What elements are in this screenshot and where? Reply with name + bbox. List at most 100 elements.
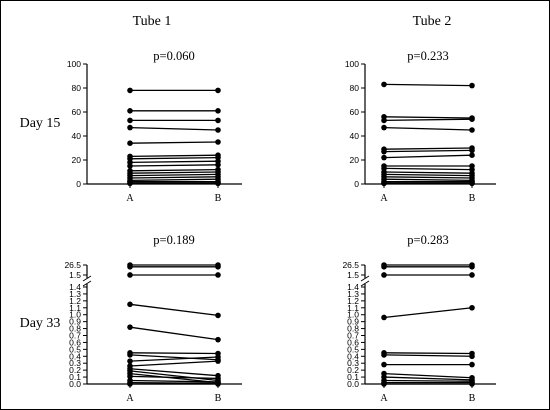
data-point-a <box>381 148 387 155</box>
data-point-a <box>381 180 387 187</box>
paired-line <box>129 368 219 377</box>
y-tick-label: 0 <box>354 179 359 189</box>
paired-line <box>383 307 473 319</box>
panel-tube1-day15: p=0.060 0 20 40 60 80 100 A B <box>67 49 242 204</box>
data-point-b <box>215 358 221 364</box>
paired-line <box>129 381 219 384</box>
paired-line <box>383 149 473 153</box>
y-tick-label: 0.6 <box>69 337 81 347</box>
paired-line <box>129 126 219 131</box>
paired-line <box>383 352 473 355</box>
data-point-b <box>469 127 475 133</box>
paired-line <box>129 303 219 317</box>
paired-line <box>129 354 219 361</box>
data-point-b <box>469 82 475 89</box>
y-tick-label: 0.1 <box>347 372 359 382</box>
paired-line <box>383 167 473 171</box>
y-tick-label: 60 <box>350 107 360 117</box>
y-tick-label: 1.2 <box>347 296 359 306</box>
paired-line <box>383 354 473 357</box>
paired-line <box>383 154 473 159</box>
y-tick-label: 40 <box>350 131 360 141</box>
data-point-a <box>381 124 387 131</box>
paired-line <box>129 352 219 355</box>
data-point-a <box>127 301 133 308</box>
y-tick-label: 0.7 <box>347 331 359 341</box>
data-point-a <box>127 264 133 270</box>
y-tick-label: 60 <box>72 107 82 117</box>
y-tick-label: 0.2 <box>347 365 359 375</box>
data-point-a <box>381 117 387 124</box>
x-tick-label: A <box>126 393 134 404</box>
data-point-a <box>381 381 387 387</box>
data-point-b <box>469 180 475 187</box>
data-point-a <box>127 87 133 94</box>
y-tick-label: 1.5 <box>347 270 359 280</box>
y-tick-label: 0.0 <box>347 379 359 389</box>
data-point-a <box>381 272 387 278</box>
y-tick-label: 0 <box>76 179 81 189</box>
data-point-a <box>381 154 387 161</box>
y-tick-label: 1.0 <box>69 310 81 320</box>
data-point-b <box>215 139 221 145</box>
y-tick-label: 0.8 <box>69 324 81 334</box>
paired-line <box>383 118 473 122</box>
y-tick-label: 1.3 <box>69 289 81 299</box>
paired-line <box>383 126 473 131</box>
paired-line <box>129 164 219 167</box>
data-point-b <box>469 381 475 387</box>
y-tick-label: 0.1 <box>69 372 81 382</box>
data-point-a <box>381 361 387 368</box>
x-tick-label: B <box>469 193 476 204</box>
paired-line <box>129 154 219 158</box>
paired-line <box>129 375 219 380</box>
y-tick-label: 0.5 <box>347 344 359 354</box>
y-tick-label: 0.4 <box>69 351 81 361</box>
axis-break-mark <box>82 280 92 287</box>
data-point-b <box>469 304 475 311</box>
y-tick-label: 1.4 <box>347 282 359 292</box>
y-tick-label: 80 <box>72 83 82 93</box>
p-value-label: p=0.283 <box>407 233 448 247</box>
paired-line <box>129 360 219 367</box>
y-tick-label: 0.5 <box>69 344 81 354</box>
y-tick-label: 1.1 <box>347 303 359 313</box>
y-tick-label: 80 <box>350 83 360 93</box>
y-tick-label: 0.9 <box>347 317 359 327</box>
data-point-b <box>215 87 221 94</box>
paired-line <box>383 372 473 379</box>
data-point-a <box>381 81 387 88</box>
row-header-day33: Day 33 <box>20 316 61 331</box>
data-point-b <box>215 336 221 343</box>
data-point-b <box>469 272 475 278</box>
y-tick-label: 0.4 <box>347 351 359 361</box>
paired-line <box>129 370 219 382</box>
paired-line <box>383 379 473 382</box>
x-tick-label: A <box>380 193 388 204</box>
panel-tube2-day15: p=0.233 0 20 40 60 80 100 A B <box>345 49 496 204</box>
paired-line <box>383 171 473 174</box>
data-point-b <box>469 152 475 158</box>
paired-line <box>383 178 473 182</box>
paired-line <box>129 141 219 144</box>
y-tick-label: 1.1 <box>69 303 81 313</box>
y-tick-label: 20 <box>350 155 360 165</box>
paired-line <box>383 147 473 150</box>
data-point-a <box>127 108 133 114</box>
column-header-tube1: Tube 1 <box>133 14 172 29</box>
data-point-b <box>215 162 221 168</box>
y-tick-label: 0.0 <box>69 379 81 389</box>
paired-line <box>129 326 219 341</box>
column-header-tube2: Tube 2 <box>413 14 452 29</box>
panel-tube1-day33: p=0.189 0.00.10.20.30.40.50.60.70.80.91.0… <box>64 233 242 404</box>
data-point-b <box>215 180 221 187</box>
paired-line <box>129 178 219 182</box>
y-tick-label: 100 <box>345 59 359 69</box>
data-point-a <box>127 324 133 330</box>
y-tick-label: 40 <box>72 131 82 141</box>
y-tick-label: 0.3 <box>347 358 359 368</box>
paired-line <box>129 356 219 362</box>
data-point-b <box>215 108 221 114</box>
x-tick-label: B <box>469 393 476 404</box>
